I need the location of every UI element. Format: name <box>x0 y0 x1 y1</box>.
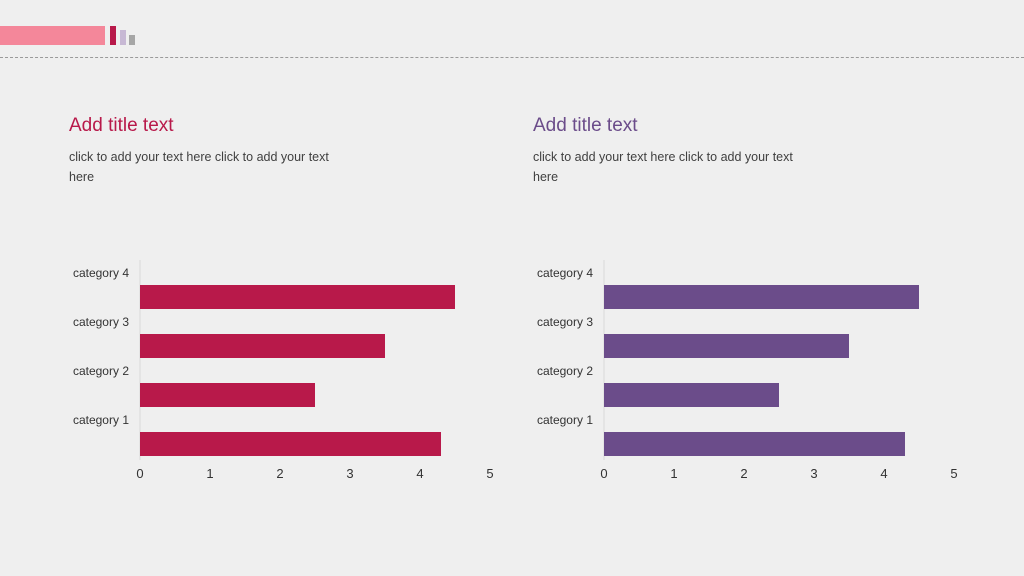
left-panel-title[interactable]: Add title text <box>69 115 174 136</box>
left-panel: Add title text click to add your text he… <box>69 0 539 576</box>
right-chart-x-tick-label-3: 3 <box>810 466 817 481</box>
right-chart-category-label-3: category 3 <box>537 315 593 329</box>
header-accent-bar <box>0 26 105 45</box>
right-chart-category-label-1: category 1 <box>537 413 593 427</box>
left-chart-x-tick-label-5: 5 <box>486 466 493 481</box>
left-chart-x-tick-label-3: 3 <box>346 466 353 481</box>
header-divider <box>0 57 1024 58</box>
right-chart-x-tick-label-5: 5 <box>950 466 957 481</box>
right-chart-bar-2[interactable] <box>604 383 779 407</box>
right-panel-body[interactable]: click to add your text here click to add… <box>533 150 793 184</box>
right-chart-bar-3[interactable] <box>604 334 849 358</box>
left-chart-x-tick-label-4: 4 <box>416 466 423 481</box>
right-chart-category-label-2: category 2 <box>537 364 593 378</box>
left-panel-body[interactable]: click to add your text here click to add… <box>69 150 329 184</box>
left-chart-category-label-3: category 3 <box>73 315 129 329</box>
header-accent-tick-1 <box>110 26 116 45</box>
right-panel: Add title text click to add your text he… <box>533 0 1003 576</box>
left-chart-x-tick-label-0: 0 <box>136 466 143 481</box>
header-accent-tick-3 <box>129 35 135 45</box>
left-chart-x-tick-label-2: 2 <box>276 466 283 481</box>
right-chart-bar-1[interactable] <box>604 432 905 456</box>
left-chart-bar-2[interactable] <box>140 383 315 407</box>
right-chart-bar-4[interactable] <box>604 285 919 309</box>
right-chart-category-label-4: category 4 <box>537 266 593 280</box>
right-chart-plot: category 1 category 2 category 3 category 4… <box>537 260 958 481</box>
left-chart-bar-3[interactable] <box>140 334 385 358</box>
left-chart-category-label-1: category 1 <box>73 413 129 427</box>
left-chart-bar-1[interactable] <box>140 432 441 456</box>
right-bar-chart[interactable]: category 1 category 2 category 3 category 4… <box>512 0 1024 576</box>
right-chart-x-tick-label-0: 0 <box>600 466 607 481</box>
header-accent-tick-2 <box>120 30 126 45</box>
right-chart-x-tick-label-2: 2 <box>740 466 747 481</box>
right-chart-x-tick-label-4: 4 <box>880 466 887 481</box>
right-chart-x-tick-label-1: 1 <box>670 466 677 481</box>
left-chart-category-label-4: category 4 <box>73 266 129 280</box>
right-panel-title[interactable]: Add title text <box>533 115 638 136</box>
left-chart-category-label-2: category 2 <box>73 364 129 378</box>
left-chart-x-tick-label-1: 1 <box>206 466 213 481</box>
left-bar-chart[interactable]: category 1 category 2 category 3 category 4… <box>0 0 512 576</box>
left-chart-bar-4[interactable] <box>140 285 455 309</box>
